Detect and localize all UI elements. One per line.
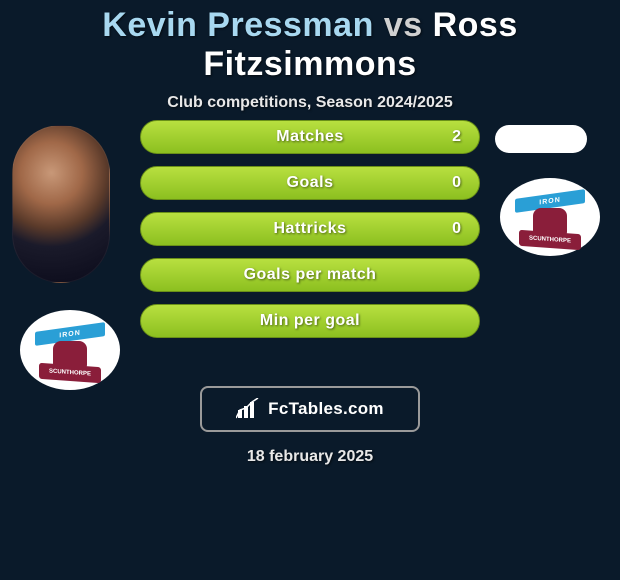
- player2-club-badge: IRON SCUNTHORPE: [500, 178, 600, 256]
- player1-name: Kevin Pressman: [102, 6, 374, 44]
- stats-table: Matches 2 Goals 0 Hattricks 0 Goals per …: [140, 120, 480, 350]
- stat-label: Goals per match: [244, 266, 377, 284]
- badge-bottom-text: SCUNTHORPE: [519, 230, 581, 250]
- comparison-title: Kevin Pressman vs Ross Fitzsimmons: [0, 0, 620, 84]
- date-label: 18 february 2025: [0, 448, 620, 466]
- club-crest-icon: IRON SCUNTHORPE: [35, 319, 105, 381]
- player2-photo-placeholder: [495, 125, 587, 153]
- player1-photo: [12, 125, 110, 283]
- stat-row-hattricks: Hattricks 0: [140, 212, 480, 246]
- stat-label: Matches: [276, 128, 344, 146]
- stat-right-value: 0: [452, 174, 461, 192]
- branding-box: FcTables.com: [200, 386, 420, 432]
- stat-label: Goals: [287, 174, 334, 192]
- player1-club-badge: IRON SCUNTHORPE: [20, 310, 120, 390]
- stat-row-mpg: Min per goal: [140, 304, 480, 338]
- stat-label: Min per goal: [260, 312, 360, 330]
- badge-bottom-text: SCUNTHORPE: [39, 363, 101, 383]
- stat-row-gpm: Goals per match: [140, 258, 480, 292]
- stat-row-goals: Goals 0: [140, 166, 480, 200]
- vs-label: vs: [384, 6, 423, 44]
- branding-text: FcTables.com: [268, 399, 384, 419]
- stat-right-value: 0: [452, 220, 461, 238]
- stat-label: Hattricks: [274, 220, 347, 238]
- club-crest-icon: IRON SCUNTHORPE: [515, 186, 585, 248]
- chart-icon: [236, 398, 262, 420]
- subtitle: Club competitions, Season 2024/2025: [0, 94, 620, 112]
- stat-right-value: 2: [452, 128, 461, 146]
- stat-row-matches: Matches 2: [140, 120, 480, 154]
